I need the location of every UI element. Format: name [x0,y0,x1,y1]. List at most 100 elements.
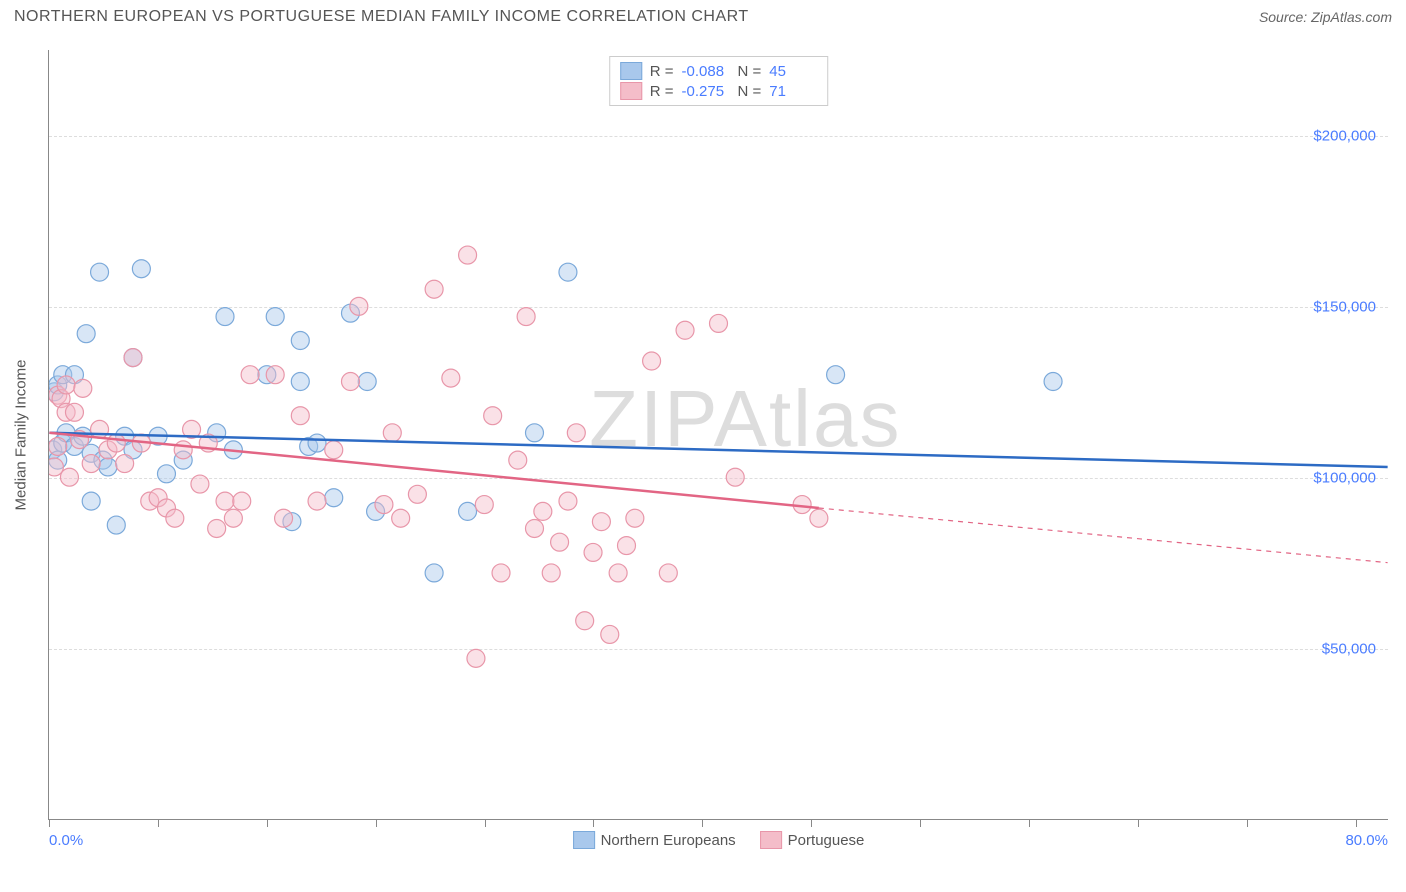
scatter-point [224,509,242,527]
stat-n-value: 71 [769,83,817,100]
scatter-point [726,468,744,486]
scatter-point [132,260,150,278]
x-tick [811,819,812,827]
scatter-point [157,465,175,483]
x-tick [158,819,159,827]
scatter-point [82,455,100,473]
scatter-point [266,366,284,384]
scatter-point [107,516,125,534]
scatter-point [216,492,234,510]
scatter-point [65,403,83,421]
chart-title: NORTHERN EUROPEAN VS PORTUGUESE MEDIAN F… [14,8,749,26]
scatter-point [442,369,460,387]
scatter-point [325,441,343,459]
scatter-point [1044,373,1062,391]
scatter-point [542,564,560,582]
scatter-point [383,424,401,442]
scatter-point [266,308,284,326]
scatter-point [191,475,209,493]
legend-item: Northern Europeans [573,831,736,849]
stat-n-label: N = [738,83,762,100]
stats-row: R = -0.088 N = 45 [620,61,818,81]
scatter-point [484,407,502,425]
chart-plot-area: Median Family Income ZIPAtlas R =-0.088N… [48,50,1388,820]
scatter-point [291,332,309,350]
correlation-stats-legend: R = -0.088 N = 45 R = -0.275 N = 71 [609,56,829,106]
x-tick [1029,819,1030,827]
scatter-point [241,366,259,384]
x-tick [376,819,377,827]
scatter-point [492,564,510,582]
x-tick [1247,819,1248,827]
scatter-point [91,263,109,281]
legend-swatch [573,831,595,849]
scatter-point [375,496,393,514]
y-tick-label: $150,000 [1313,298,1376,315]
scatter-point [233,492,251,510]
stat-r-label: R = [650,83,674,100]
scatter-point [584,543,602,561]
legend-swatch [760,831,782,849]
stat-r-value: -0.275 [682,83,730,100]
stats-row: R = -0.275 N = 71 [620,81,818,101]
x-tick [485,819,486,827]
legend-label: Portuguese [788,832,865,849]
scatter-point [308,434,326,452]
scatter-point [425,280,443,298]
scatter-point [77,325,95,343]
scatter-point [60,468,78,486]
scatter-point [526,520,544,538]
scatter-point [425,564,443,582]
scatter-point [57,376,75,394]
series-legend: Northern Europeans Portuguese [573,831,865,849]
legend-item: Portuguese [760,831,865,849]
scatter-point [618,537,636,555]
scatter-point [827,366,845,384]
scatter-point [91,420,109,438]
x-tick [49,819,50,827]
scatter-point [166,509,184,527]
y-axis-label: Median Family Income [13,359,30,510]
x-tick [702,819,703,827]
x-tick [1138,819,1139,827]
scatter-point [626,509,644,527]
scatter-point [601,625,619,643]
scatter-point [576,612,594,630]
scatter-point [174,441,192,459]
scatter-point [609,564,627,582]
scatter-svg [49,50,1388,819]
scatter-point [358,373,376,391]
scatter-point [567,424,585,442]
scatter-point [659,564,677,582]
scatter-point [467,649,485,667]
legend-label: Northern Europeans [601,832,736,849]
scatter-point [341,373,359,391]
scatter-point [124,349,142,367]
trend-line [49,433,1387,467]
legend-swatch [620,62,642,80]
scatter-point [99,458,117,476]
scatter-point [643,352,661,370]
scatter-point [49,437,67,455]
scatter-point [325,489,343,507]
stat-n-label: N = [738,63,762,80]
scatter-point [509,451,527,469]
stat-r-label: R = [650,63,674,80]
scatter-point [116,455,134,473]
y-tick-label: $50,000 [1322,640,1376,657]
scatter-point [308,492,326,510]
scatter-point [216,308,234,326]
x-axis-max-label: 80.0% [1345,832,1388,849]
source-attribution: Source: ZipAtlas.com [1259,9,1392,25]
stat-n-value: 45 [769,63,817,80]
stat-r-value: -0.088 [682,63,730,80]
scatter-point [534,502,552,520]
scatter-point [275,509,293,527]
x-tick [920,819,921,827]
x-tick [593,819,594,827]
scatter-point [676,321,694,339]
scatter-point [459,502,477,520]
scatter-point [551,533,569,551]
scatter-point [107,434,125,452]
scatter-point [526,424,544,442]
